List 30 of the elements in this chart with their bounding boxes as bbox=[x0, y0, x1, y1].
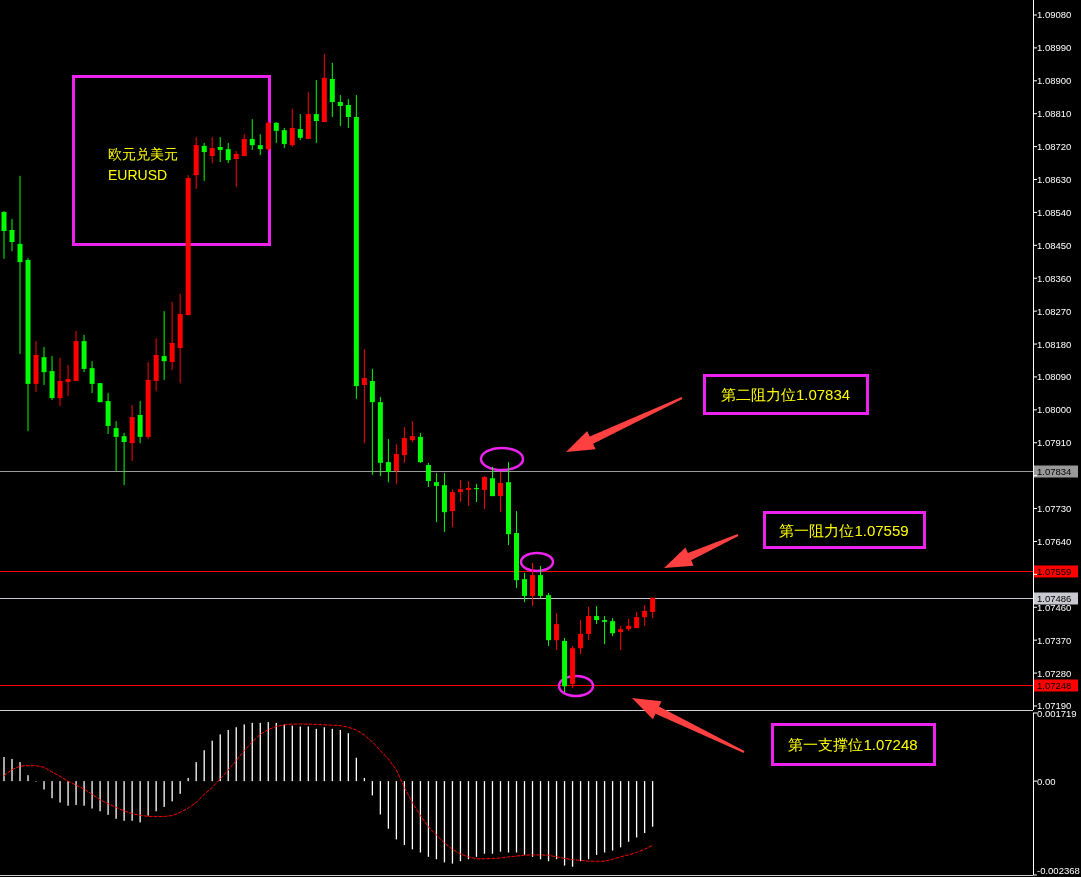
y-tick-label: 1.08000 bbox=[1037, 404, 1072, 416]
y-tick-label: 1.08180 bbox=[1037, 338, 1072, 350]
y-tick-label: 1.08090 bbox=[1037, 371, 1072, 383]
text: EURUSD bbox=[108, 167, 168, 183]
ref-line-label: 1.07834 bbox=[1037, 466, 1072, 477]
ref-line-label: 1.07248 bbox=[1037, 680, 1072, 691]
y-tick-label: 1.07640 bbox=[1037, 535, 1072, 547]
annotation: 第一支撑位1.07248 bbox=[788, 736, 918, 753]
annotation: 第二阻力位1.07834 bbox=[720, 386, 851, 403]
y-tick-label: 1.08900 bbox=[1037, 75, 1072, 87]
y-tick-label: 1.07730 bbox=[1037, 503, 1072, 515]
ref-line-label: 1.07486 bbox=[1037, 593, 1072, 604]
y-tick-label: 1.08270 bbox=[1037, 305, 1072, 317]
y-tick-label: 1.08540 bbox=[1037, 206, 1072, 218]
y-tick-label: 1.08720 bbox=[1037, 141, 1072, 153]
y-tick-label: 1.07190 bbox=[1037, 700, 1072, 712]
y-tick-label: 0.00 bbox=[1037, 775, 1056, 787]
y-tick-label: -0.002368 bbox=[1037, 865, 1080, 876]
y-tick-label: 1.08630 bbox=[1037, 174, 1072, 186]
y-tick-label: 1.07280 bbox=[1037, 667, 1072, 679]
y-tick-label: 1.09080 bbox=[1037, 9, 1072, 21]
ref-line-label: 1.07559 bbox=[1037, 566, 1072, 577]
y-tick-label: 1.08450 bbox=[1037, 239, 1072, 251]
text: 欧元兑美元 bbox=[108, 146, 178, 162]
y-tick-label: 1.08810 bbox=[1037, 108, 1072, 120]
annotation: 第一阻力位1.07559 bbox=[779, 521, 909, 539]
y-tick-label: 1.08990 bbox=[1037, 42, 1072, 54]
y-tick-label: 1.08360 bbox=[1037, 272, 1072, 284]
y-tick-label: 1.07910 bbox=[1037, 437, 1072, 449]
y-tick-label: 1.07370 bbox=[1037, 634, 1072, 646]
